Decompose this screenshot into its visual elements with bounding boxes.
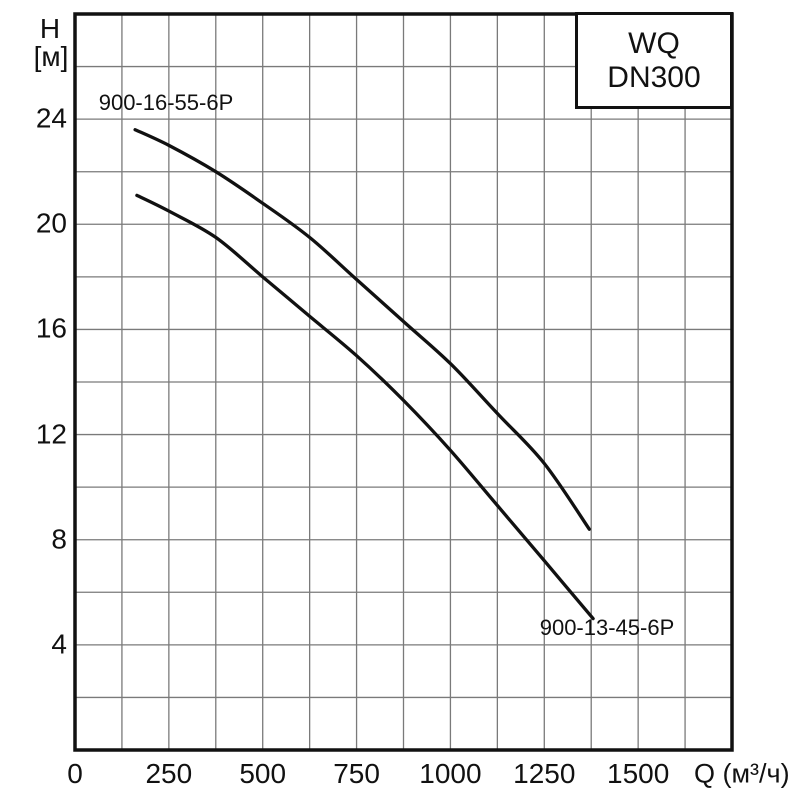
x-axis-unit-label: Q (м³/ч) <box>694 758 790 789</box>
model-title-line1: WQ <box>628 26 680 60</box>
y-tick-label: 8 <box>51 523 67 555</box>
x-tick-label: 750 <box>333 758 380 789</box>
x-tick-label: 250 <box>145 758 193 789</box>
plot-border <box>73 12 734 752</box>
y-tick-label: 12 <box>35 417 67 449</box>
y-tick-label: 24 <box>35 102 67 134</box>
y-tick-label: 16 <box>35 312 67 344</box>
series-label-0: 900-16-55-6P <box>98 90 234 115</box>
x-tick-label: 0 <box>67 758 83 789</box>
y-tick-label: 4 <box>51 628 67 660</box>
y-tick-label: 20 <box>35 207 67 239</box>
y-axis-title: H <box>39 13 61 44</box>
series-curve-0 <box>133 128 591 531</box>
x-tick-label: 1500 <box>606 758 670 789</box>
x-tick-label: 500 <box>239 758 287 789</box>
model-title-line2: DN300 <box>607 60 701 94</box>
y-axis-unit: [м] <box>33 41 69 72</box>
series-curve-1 <box>135 193 595 621</box>
x-tick-label: 1250 <box>513 758 576 789</box>
x-tick-label: 1000 <box>419 758 482 789</box>
series-label-1: 900-13-45-6P <box>539 615 675 640</box>
model-title-box: WQ DN300 <box>575 12 733 109</box>
